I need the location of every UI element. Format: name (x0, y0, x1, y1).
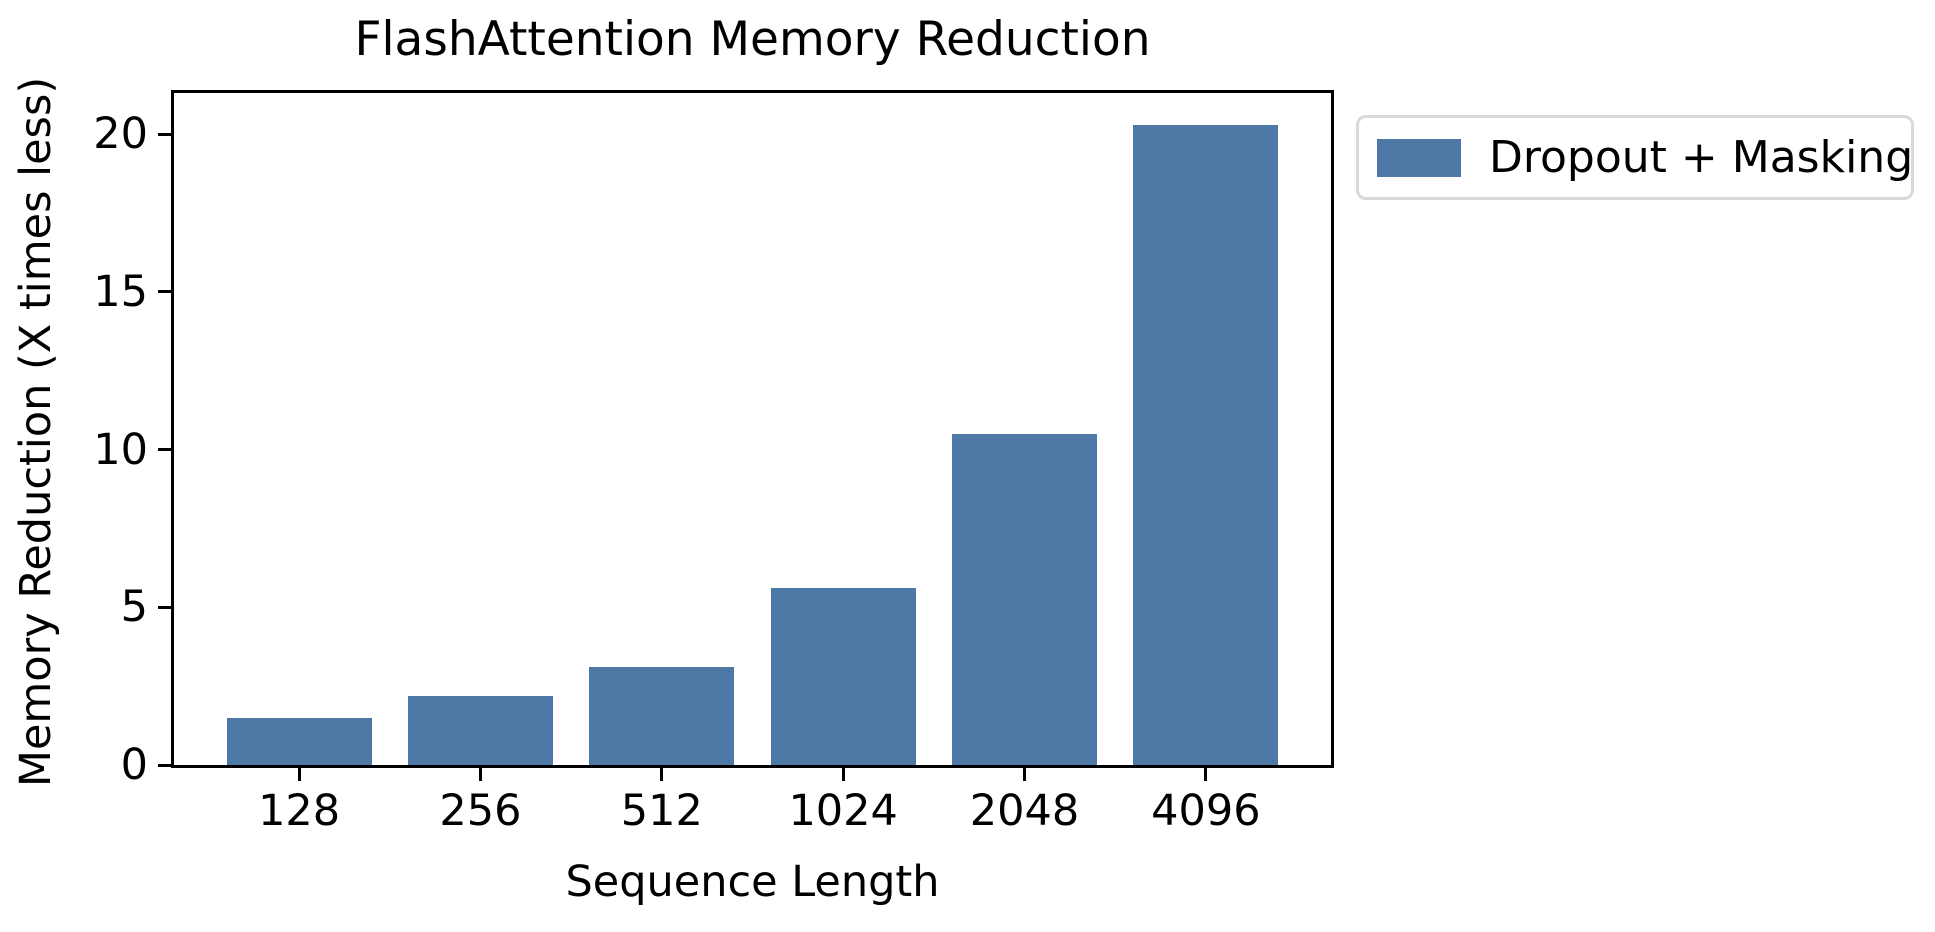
y-axis-tick-label: 15 (93, 266, 148, 317)
x-axis-tick (478, 768, 482, 781)
y-axis-tick-label: 0 (120, 740, 148, 790)
legend-label: Dropout + Masking (1489, 131, 1914, 183)
y-axis-tick-label: 5 (120, 582, 148, 633)
y-axis-tick-label: 10 (93, 424, 148, 475)
y-axis-tick (158, 763, 171, 767)
y-axis-tick (158, 290, 171, 294)
x-axis-label: Sequence Length (565, 857, 940, 907)
plot-area (171, 90, 1334, 768)
bar (226, 717, 372, 765)
y-axis-tick (158, 605, 171, 609)
y-axis-tick-label: 20 (93, 109, 148, 159)
x-axis-tick (841, 768, 845, 781)
bar (589, 667, 735, 765)
x-axis-tick-label: 4096 (1151, 786, 1261, 836)
bars-layer (174, 93, 1331, 765)
x-axis-tick-label: 256 (439, 786, 522, 836)
y-axis-tick (158, 132, 171, 136)
x-axis-tick (1023, 768, 1027, 781)
x-axis-tick-label: 512 (620, 786, 703, 836)
bar (1133, 124, 1279, 765)
bar (407, 695, 554, 765)
legend-swatch (1377, 138, 1461, 177)
x-axis-tick (297, 768, 301, 781)
x-axis-tick-label: 2048 (969, 786, 1080, 836)
legend: Dropout + Masking (1356, 115, 1914, 200)
bar (770, 588, 916, 765)
x-axis-tick (660, 768, 664, 781)
bar (951, 433, 1098, 765)
x-axis-tick (1204, 768, 1208, 781)
x-axis-tick-label: 128 (258, 786, 341, 836)
chart-title: FlashAttention Memory Reduction (354, 12, 1151, 67)
y-axis-tick (158, 448, 171, 451)
x-axis-tick-label: 1024 (788, 786, 898, 836)
